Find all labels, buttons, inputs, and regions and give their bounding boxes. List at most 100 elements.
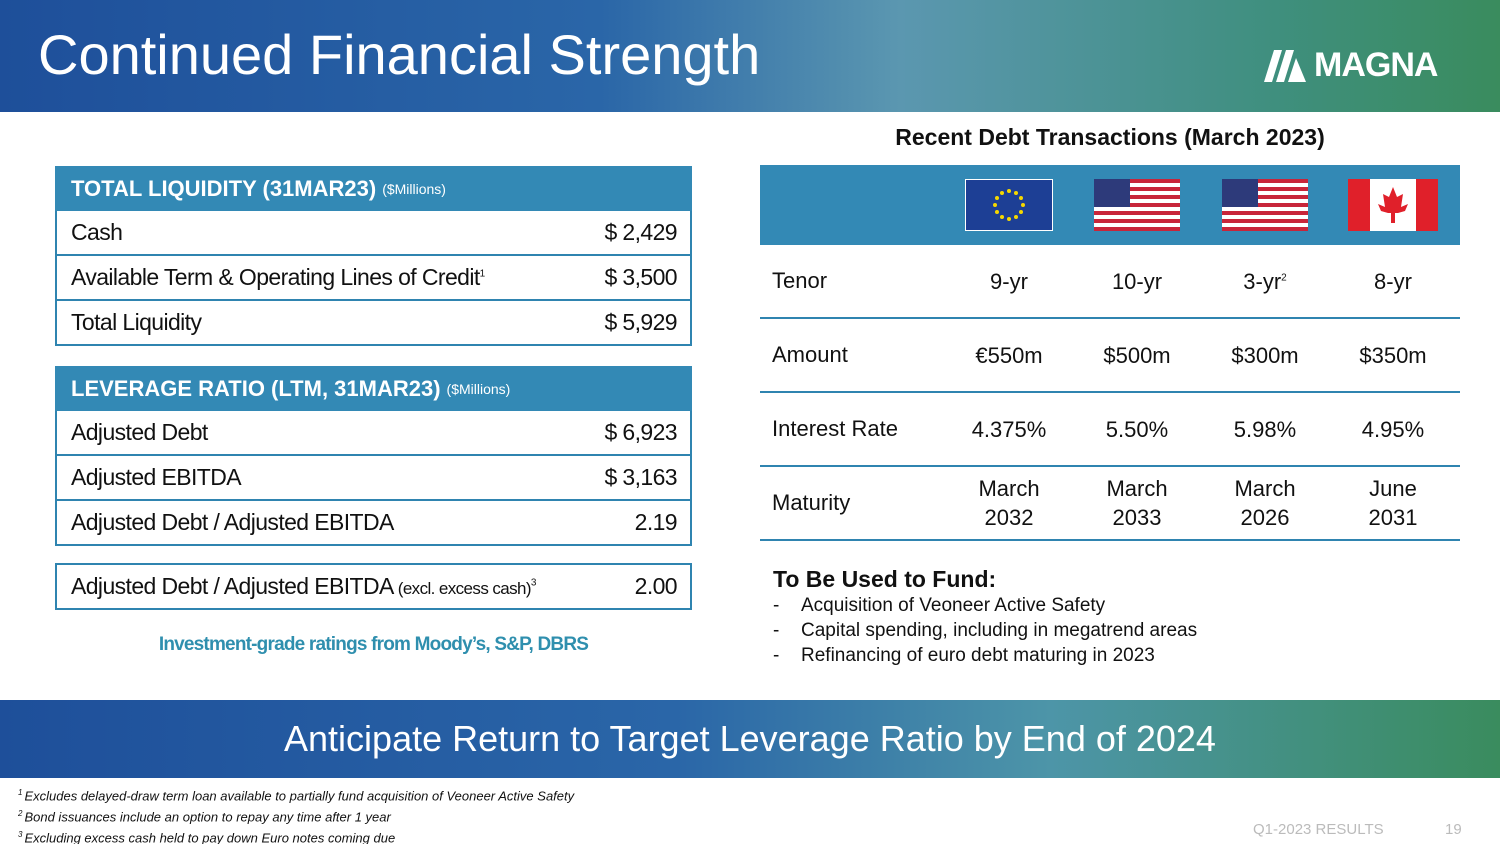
row-value: $ 6,923 (604, 419, 677, 445)
row-label-group: Cash (71, 219, 123, 246)
heading-unit: ($Millions) (446, 380, 511, 397)
fund-item-text: Capital spending, including in megatrend… (801, 620, 1198, 641)
row-label-group: Adjusted EBITDA (71, 464, 242, 491)
table-row: Adjusted Debt / Adjusted EBITDA (excl. ex… (55, 565, 692, 610)
debt-cell: $500m (1073, 341, 1201, 370)
debt-cell: 3-yr2 (1201, 267, 1329, 296)
debt-row: Amount €550m $500m $300m $350m (760, 319, 1460, 393)
row-value: 2.19 (634, 509, 678, 535)
footnote-mark: 2 (18, 808, 23, 818)
table-row: Adjusted EBITDA $ 3,163 (55, 456, 692, 501)
bullet-dash: - (773, 620, 780, 641)
heading-text: TOTAL LIQUIDITY (31MAR23) (71, 175, 377, 201)
flag-us (1222, 179, 1308, 231)
leverage-table: LEVERAGE RATIO (LTM, 31MAR23) ($Millions)… (55, 366, 692, 546)
row-value: $ 2,429 (604, 219, 677, 245)
debt-row: Maturity March 2032 March 2033 March 2026 Ju… (760, 467, 1460, 541)
row-value: $ 3,163 (604, 464, 677, 490)
debt-row: Tenor 9-yr 10-yr 3-yr2 8-yr (760, 245, 1460, 319)
heading-unit: ($Millions) (382, 180, 446, 197)
table-heading: TOTAL LIQUIDITY (31MAR23) ($Millions) (55, 166, 692, 211)
logo-mark (1264, 49, 1306, 82)
footnote-mark: 1 (18, 788, 23, 797)
page-number: 19 (1445, 821, 1462, 838)
excl-row: Adjusted Debt / Adjusted EBITDA (excl. ex… (55, 563, 692, 610)
footnote-text: Excludes delayed-draw term loan availabl… (24, 788, 575, 804)
debt-cell: June 2031 (1329, 474, 1457, 532)
debt-cell: 4.95% (1329, 415, 1457, 444)
debt-value: €550m (975, 342, 1043, 368)
debt-cell: March 2033 (1073, 474, 1201, 532)
footnote-text: Excluding excess cash held to pay down E… (24, 829, 396, 844)
table-row: Total Liquidity $ 5,929 (55, 301, 692, 346)
liquidity-table: TOTAL LIQUIDITY (31MAR23) ($Millions) Cash… (55, 166, 692, 346)
fund-item: - Refinancing of euro debt maturing in 20… (773, 645, 1197, 670)
debt-value: 4.375% (971, 416, 1047, 442)
bullet-dash: - (773, 595, 780, 616)
footnote: 2 Bond issuances include an option to rep… (18, 805, 574, 826)
footnote-ref: 1 (479, 268, 486, 280)
debt-value: June 2031 (1368, 476, 1418, 530)
fund-item: - Acquisition of Veoneer Active Safety (773, 595, 1197, 620)
header-band (0, 0, 1500, 112)
table-row: Adjusted Debt / Adjusted EBITDA 2.19 (55, 501, 692, 546)
debt-cell: 8-yr (1329, 267, 1457, 296)
table-row: Cash $ 2,429 (55, 211, 692, 256)
row-value: $ 5,929 (604, 309, 677, 335)
debt-cell: €550m (945, 341, 1073, 370)
debt-cell: 10-yr (1073, 267, 1201, 296)
fund-item-text: Acquisition of Veoneer Active Safety (801, 595, 1106, 616)
row-label: Adjusted EBITDA (71, 464, 242, 490)
debt-table: Tenor 9-yr 10-yr 3-yr2 8-yr Amount €550m $500m $… (760, 165, 1460, 541)
debt-cell: 5.98% (1201, 415, 1329, 444)
table-row: Available Term & Operating Lines of Cred… (55, 256, 692, 301)
debt-value: March 2026 (1234, 476, 1296, 530)
footnote: 3 Excluding excess cash held to pay down … (18, 826, 574, 844)
logo: MAGNA (1262, 46, 1438, 85)
debt-cell: $300m (1201, 341, 1329, 370)
flag-eu (965, 179, 1053, 231)
table-row: Adjusted Debt $ 6,923 (55, 411, 692, 456)
fund-list: To Be Used to Fund: - Acquisition of Veone… (773, 566, 1197, 670)
row-label: Adjusted Debt (71, 419, 208, 445)
debt-cell: 4.375% (945, 415, 1073, 444)
row-label-group: Adjusted Debt / Adjusted EBITDA (71, 509, 394, 536)
fund-heading: To Be Used to Fund: (773, 566, 997, 592)
debt-value: $500m (1103, 342, 1171, 368)
row-value: $ 3,500 (604, 264, 677, 290)
row-label: Total Liquidity (71, 309, 202, 335)
debt-row-label: Tenor (772, 268, 828, 293)
footnote: 1 Excludes delayed-draw term loan availab… (18, 784, 574, 805)
debt-value: 4.95% (1361, 416, 1425, 442)
debt-cell: March 2032 (945, 474, 1073, 532)
row-label: Available Term & Operating Lines of Cred… (71, 264, 480, 290)
row-label: Adjusted Debt / Adjusted EBITDA (71, 509, 394, 535)
flag-us (1094, 179, 1180, 231)
debt-row-label: Amount (772, 342, 848, 367)
row-qualifier: (excl. excess cash) (397, 579, 532, 598)
footnotes: 1 Excludes delayed-draw term loan availab… (18, 784, 574, 844)
debt-value: 5.50% (1105, 416, 1169, 442)
debt-cell: March 2026 (1201, 474, 1329, 532)
row-value: 2.00 (634, 573, 678, 599)
heading-text: LEVERAGE RATIO (LTM, 31MAR23) (71, 375, 441, 401)
fund-item-text: Refinancing of euro debt maturing in 202… (801, 645, 1155, 666)
row-label-group: Adjusted Debt (71, 419, 208, 446)
table-heading: LEVERAGE RATIO (LTM, 31MAR23) ($Millions) (55, 366, 692, 411)
footer-label: Q1-2023 RESULTS (1253, 821, 1384, 838)
ratings-note: Investment-grade ratings from Moody’s, S… (158, 634, 589, 655)
logo-text: MAGNA (1314, 46, 1438, 84)
debt-cell: $350m (1329, 341, 1457, 370)
debt-value: March 2033 (1106, 476, 1168, 530)
row-label-group: Available Term & Operating Lines of Cred… (71, 264, 485, 291)
debt-row: Interest Rate 4.375% 5.50% 5.98% 4.95% (760, 393, 1460, 467)
row-label: Adjusted Debt / Adjusted EBITDA (71, 573, 394, 599)
row-label-group: Total Liquidity (71, 309, 202, 336)
footnote-mark: 3 (18, 829, 23, 839)
debt-value: $300m (1231, 342, 1299, 368)
footnote-ref: 3 (530, 577, 537, 589)
debt-value: 9-yr (990, 268, 1028, 294)
bullet-dash: - (773, 645, 780, 666)
row-label-group: Adjusted Debt / Adjusted EBITDA (excl. ex… (71, 573, 536, 600)
banner: Anticipate Return to Target Leverage Rat… (0, 700, 1500, 778)
